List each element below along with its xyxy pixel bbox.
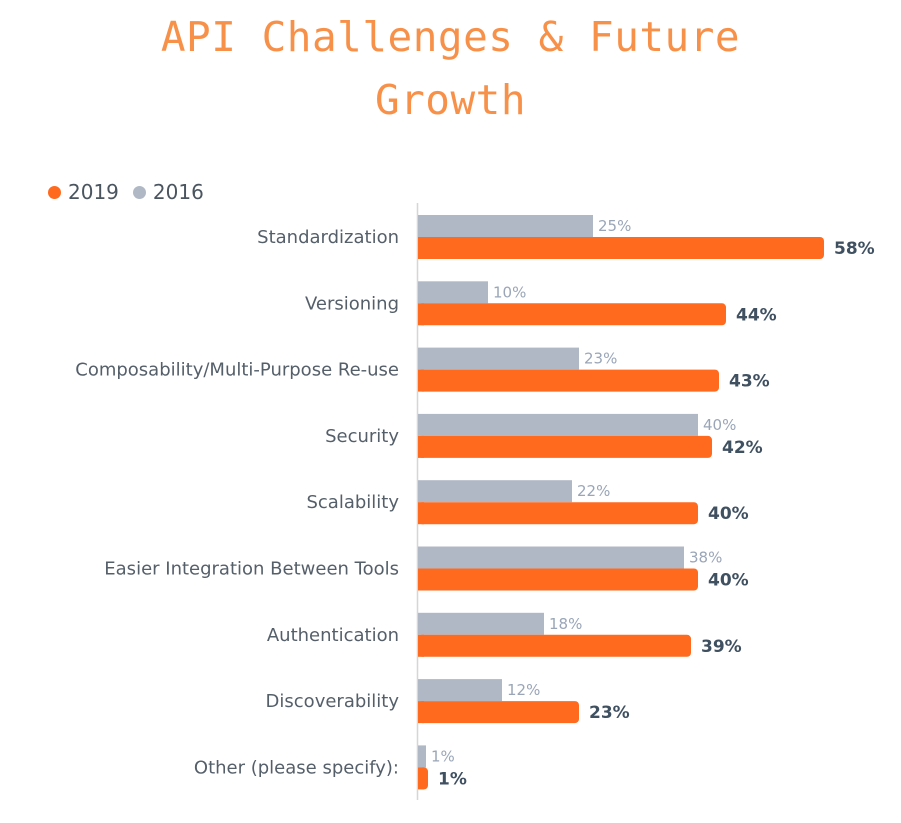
value-label-2019-authentication: 39%: [701, 637, 742, 657]
bar-2019-base-easier-integration-between-tools: [418, 568, 424, 591]
value-label-2016-standardization: 25%: [598, 217, 631, 235]
bar-2019-authentication: [418, 634, 691, 657]
value-label-2016-authentication: 18%: [549, 615, 582, 633]
bar-2019-base-composability-multi-purpose-re-use: [418, 369, 424, 392]
bar-2019-easier-integration-between-tools: [418, 568, 698, 591]
bar-2019-base-standardization: [418, 237, 424, 259]
bar-2019-discoverability: [418, 701, 579, 724]
value-label-2019-versioning: 44%: [736, 305, 777, 325]
category-label-scalability: Scalability: [306, 492, 399, 513]
chart-title-line-2: Growth: [374, 76, 527, 124]
bar-2016-other-please-specify: [418, 745, 426, 768]
bar-2016-discoverability: [418, 679, 502, 702]
bar-2019-versioning: [418, 303, 726, 326]
bar-2016-authentication: [418, 612, 544, 635]
legend-item-2016: 2016: [132, 180, 204, 204]
legend-item-2019: 2019: [48, 180, 119, 204]
bar-2016-composability-multi-purpose-re-use: [418, 347, 579, 370]
value-label-2016-discoverability: 12%: [507, 681, 540, 699]
category-label-composability-multi-purpose-re-use: Composability/Multi-Purpose Re-use: [75, 360, 399, 381]
value-label-2016-composability-multi-purpose-re-use: 23%: [584, 350, 617, 368]
value-label-2016-easier-integration-between-tools: 38%: [689, 549, 722, 567]
bar-2019-security: [418, 435, 712, 458]
bar-2019-base-authentication: [418, 634, 424, 657]
chart-title: API Challenges & Future Growth: [0, 6, 901, 132]
bar-2019-composability-multi-purpose-re-use: [418, 369, 719, 392]
bar-2019-standardization: [418, 237, 824, 259]
category-label-authentication: Authentication: [267, 625, 399, 646]
value-label-2016-other-please-specify: 1%: [431, 747, 455, 765]
value-label-2019-easier-integration-between-tools: 40%: [708, 571, 749, 591]
bar-2016-scalability: [418, 480, 572, 503]
category-label-standardization: Standardization: [257, 227, 399, 248]
chart-title-line-1: API Challenges & Future: [160, 13, 741, 61]
value-label-2019-standardization: 58%: [834, 239, 875, 259]
category-label-security: Security: [325, 426, 399, 447]
category-label-discoverability: Discoverability: [266, 691, 400, 712]
legend: 2019 2016: [48, 180, 218, 204]
bar-2019-base-security: [418, 435, 424, 458]
value-label-2019-composability-multi-purpose-re-use: 43%: [729, 372, 770, 392]
category-label-versioning: Versioning: [305, 293, 399, 314]
bar-2016-security: [418, 413, 698, 436]
bar-2019-base-versioning: [418, 303, 424, 326]
value-label-2016-scalability: 22%: [577, 482, 610, 500]
legend-label-2016: 2016: [152, 180, 204, 204]
value-label-2019-security: 42%: [722, 438, 763, 458]
value-label-2019-scalability: 40%: [708, 504, 749, 524]
bar-2016-standardization: [418, 215, 593, 237]
bar-2016-easier-integration-between-tools: [418, 546, 684, 569]
value-label-2019-discoverability: 23%: [589, 703, 630, 723]
value-label-2019-other-please-specify: 1%: [438, 769, 467, 789]
legend-swatch-2019: [48, 185, 61, 199]
legend-swatch-2016: [132, 185, 146, 199]
bar-2016-versioning: [418, 281, 488, 304]
category-label-other-please-specify: Other (please specify):: [194, 757, 399, 778]
category-label-easier-integration-between-tools: Easier Integration Between Tools: [104, 559, 399, 580]
bar-2019-base-discoverability: [418, 701, 424, 724]
bar-2019-base-scalability: [418, 502, 424, 525]
legend-label-2019: 2019: [68, 180, 119, 204]
value-label-2016-security: 40%: [703, 416, 736, 434]
bar-2019-scalability: [418, 502, 698, 525]
value-label-2016-versioning: 10%: [493, 283, 526, 301]
bar-2019-base-other-please-specify: [418, 767, 424, 790]
